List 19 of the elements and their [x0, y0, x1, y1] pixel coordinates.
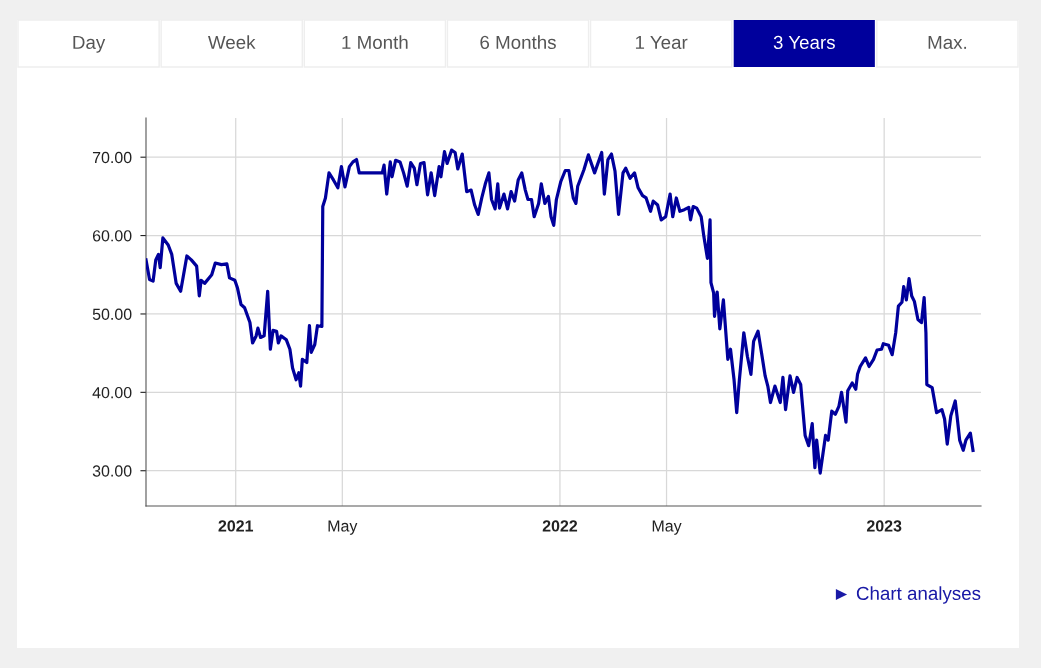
text: Max. — [928, 35, 967, 50]
x-tick-label: 2021 — [218, 520, 254, 532]
y-tick-label: 70.00 — [92, 151, 132, 164]
text: Week — [208, 35, 256, 50]
y-tick-label: 50.00 — [92, 308, 132, 320]
x-tick-label: May — [652, 520, 682, 535]
x-tick-label: 2022 — [542, 520, 578, 532]
y-tick-label: 60.00 — [92, 230, 132, 242]
text: 6 Months — [480, 35, 556, 50]
text: 1 Month — [342, 35, 408, 50]
text: ► Chart analyses — [835, 586, 981, 604]
x-tick-label: May — [328, 520, 358, 535]
text: 1 Year — [635, 35, 688, 50]
y-tick-label: 40.00 — [92, 386, 132, 399]
text: Day — [73, 35, 106, 53]
y-tick-label: 30.00 — [92, 465, 132, 477]
text: 3 Years — [773, 35, 835, 50]
x-tick-label: 2023 — [866, 520, 902, 532]
line-series — [146, 148, 975, 475]
